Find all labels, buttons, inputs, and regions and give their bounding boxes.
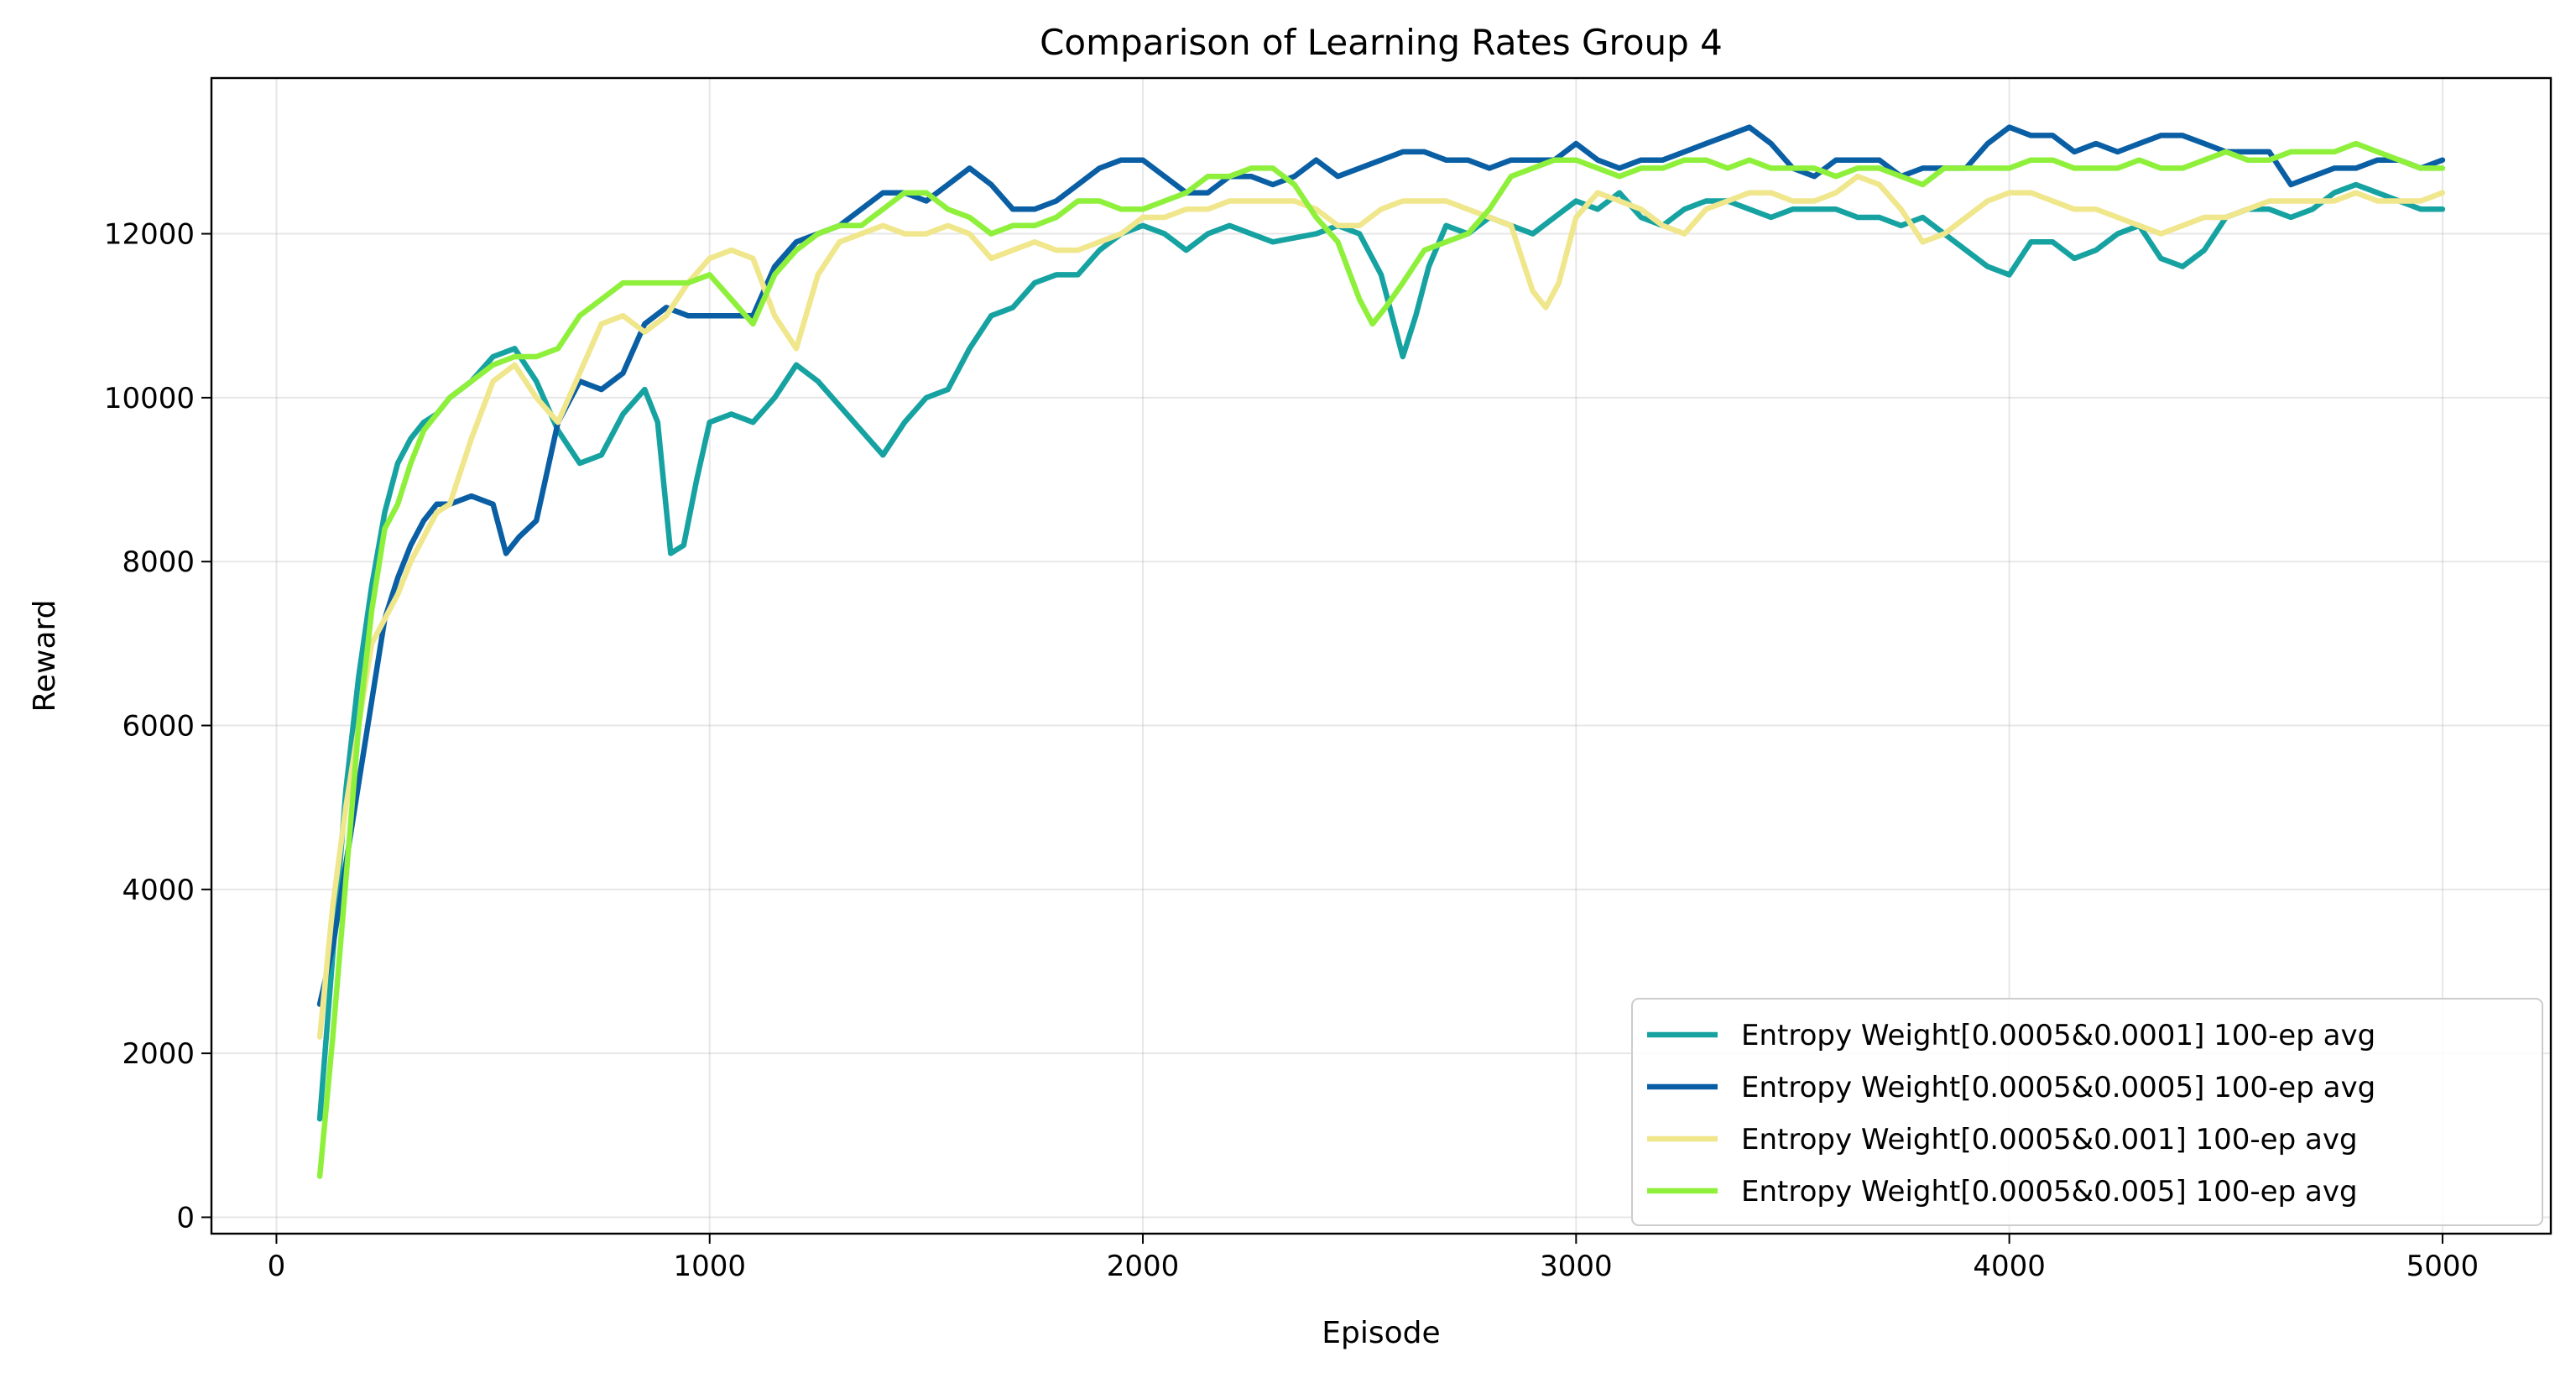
- x-tick-label: 0: [268, 1250, 286, 1283]
- legend-label-4: Entropy Weight[0.0005&0.005] 100-ep avg: [1741, 1175, 2358, 1208]
- x-tick-label: 4000: [1973, 1250, 2046, 1283]
- legend: Entropy Weight[0.0005&0.0001] 100-ep avg…: [1631, 998, 2543, 1226]
- y-tick-label: 10000: [104, 382, 195, 415]
- x-axis-label: Episode: [1322, 1316, 1440, 1350]
- y-tick-label: 8000: [122, 545, 195, 579]
- series-lines: [316, 124, 2446, 1179]
- legend-label-2: Entropy Weight[0.0005&0.0005] 100-ep avg: [1741, 1071, 2375, 1104]
- y-tick-label: 2000: [122, 1037, 195, 1071]
- x-tick-label: 2000: [1107, 1250, 1180, 1283]
- x-tick-label: 1000: [673, 1250, 746, 1283]
- y-tick-label: 12000: [104, 218, 195, 252]
- axis-ticks: 0 1000 2000 3000 4000 5000 0 2000 4000 6000 8000 10…: [104, 218, 2479, 1283]
- y-tick-label: 6000: [122, 710, 195, 744]
- plot-frame: [210, 76, 2553, 1235]
- y-axis-label: Reward: [28, 599, 62, 712]
- legend-label-1: Entropy Weight[0.0005&0.0001] 100-ep avg: [1741, 1019, 2375, 1052]
- y-tick-label: 0: [176, 1201, 195, 1234]
- x-tick-label: 5000: [2407, 1250, 2480, 1283]
- series-line-4: [316, 140, 2446, 1179]
- x-tick-label: 3000: [1540, 1250, 1613, 1283]
- series-line-3: [316, 173, 2446, 1040]
- series-line-2: [316, 124, 2446, 1007]
- y-tick-label: 4000: [122, 874, 195, 907]
- legend-box: [1631, 998, 2543, 1226]
- chart-title: Comparison of Learning Rates Group 4: [1040, 22, 1723, 63]
- series-line-1: [316, 181, 2446, 1122]
- legend-label-3: Entropy Weight[0.0005&0.001] 100-ep avg: [1741, 1123, 2358, 1156]
